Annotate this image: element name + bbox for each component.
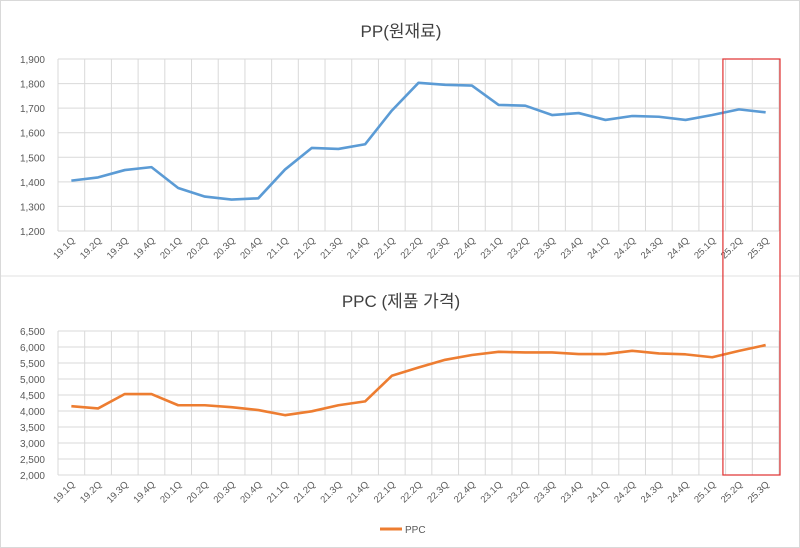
x-tick-label: 25.1Q: [692, 479, 718, 505]
y-tick-label: 1,700: [20, 104, 45, 115]
x-tick-label: 24.2Q: [612, 479, 638, 505]
x-tick-label: 24.2Q: [612, 235, 638, 261]
x-tick-label: 24.3Q: [639, 479, 665, 505]
x-tick-label: 20.2Q: [185, 479, 211, 505]
y-tick-label: 1,500: [20, 153, 45, 164]
x-tick-label: 21.4Q: [345, 235, 371, 261]
x-tick-label: 25.3Q: [746, 235, 772, 261]
y-tick-label: 1,800: [20, 80, 45, 91]
x-tick-label: 24.1Q: [585, 235, 611, 261]
y-tick-label: 1,300: [20, 202, 45, 213]
x-tick-label: 22.2Q: [399, 479, 425, 505]
x-tick-label: 20.4Q: [238, 479, 264, 505]
x-tick-label: 24.1Q: [585, 479, 611, 505]
x-tick-label: 23.2Q: [505, 235, 531, 261]
x-tick-label: 19.3Q: [105, 235, 131, 261]
x-tick-label: 20.2Q: [185, 235, 211, 261]
x-tick-label: 22.1Q: [372, 235, 398, 261]
x-tick-label: 21.3Q: [318, 479, 344, 505]
x-tick-label: 21.4Q: [345, 479, 371, 505]
x-tick-label: 21.2Q: [292, 235, 318, 261]
y-tick-label: 5,500: [20, 359, 45, 370]
x-tick-label: 20.1Q: [158, 235, 184, 261]
y-tick-label: 1,600: [20, 129, 45, 140]
x-tick-label: 25.2Q: [719, 479, 745, 505]
x-tick-label: 22.2Q: [399, 235, 425, 261]
x-tick-label: 21.3Q: [318, 235, 344, 261]
chart-title-pp: PP(원재료): [361, 22, 442, 41]
x-tick-label: 21.1Q: [265, 479, 291, 505]
x-tick-label: 23.1Q: [479, 235, 505, 261]
series-line: [71, 81, 766, 201]
x-tick-label: 20.3Q: [212, 479, 238, 505]
x-tick-label: 23.4Q: [559, 235, 585, 261]
series-line: [71, 343, 766, 417]
x-tick-label: 25.1Q: [692, 235, 718, 261]
x-tick-label: 24.3Q: [639, 235, 665, 261]
x-tick-label: 19.2Q: [78, 235, 104, 261]
x-tick-label: 23.3Q: [532, 479, 558, 505]
legend-label-ppc: PPC: [405, 525, 426, 536]
x-tick-label: 23.3Q: [532, 235, 558, 261]
x-tick-label: 22.3Q: [425, 235, 451, 261]
x-tick-label: 19.3Q: [105, 479, 131, 505]
x-tick-label: 24.4Q: [666, 479, 692, 505]
x-tick-label: 19.4Q: [131, 235, 157, 261]
x-tick-label: 23.1Q: [479, 479, 505, 505]
x-tick-label: 23.4Q: [559, 479, 585, 505]
x-tick-label: 20.4Q: [238, 235, 264, 261]
x-tick-label: 24.4Q: [666, 235, 692, 261]
x-tick-label: 25.3Q: [746, 479, 772, 505]
x-tick-label: 23.2Q: [505, 479, 531, 505]
x-tick-label: 19.2Q: [78, 479, 104, 505]
x-tick-label: 22.4Q: [452, 479, 478, 505]
y-tick-label: 3,000: [20, 439, 45, 450]
legend: PPC: [380, 525, 426, 536]
x-tick-label: 21.2Q: [292, 479, 318, 505]
x-tick-label: 22.3Q: [425, 479, 451, 505]
y-tick-label: 4,500: [20, 391, 45, 402]
y-tick-label: 1,400: [20, 178, 45, 189]
y-tick-label: 2,500: [20, 455, 45, 466]
x-tick-label: 22.1Q: [372, 479, 398, 505]
x-tick-label: 20.3Q: [212, 235, 238, 261]
y-tick-label: 4,000: [20, 407, 45, 418]
y-tick-label: 6,500: [20, 327, 45, 338]
x-tick-label: 19.1Q: [51, 479, 77, 505]
y-tick-label: 2,000: [20, 471, 45, 482]
y-tick-label: 3,500: [20, 423, 45, 434]
x-tick-label: 22.4Q: [452, 235, 478, 261]
y-tick-label: 1,900: [20, 55, 45, 66]
x-tick-label: 19.4Q: [131, 479, 157, 505]
x-tick-label: 21.1Q: [265, 235, 291, 261]
highlight-box: [722, 58, 781, 476]
chart-title-ppc: PPC (제품 가격): [342, 292, 460, 311]
x-tick-label: 19.1Q: [51, 235, 77, 261]
y-tick-label: 5,000: [20, 375, 45, 386]
x-tick-label: 20.1Q: [158, 479, 184, 505]
y-tick-label: 1,200: [20, 227, 45, 238]
y-tick-label: 6,000: [20, 343, 45, 354]
